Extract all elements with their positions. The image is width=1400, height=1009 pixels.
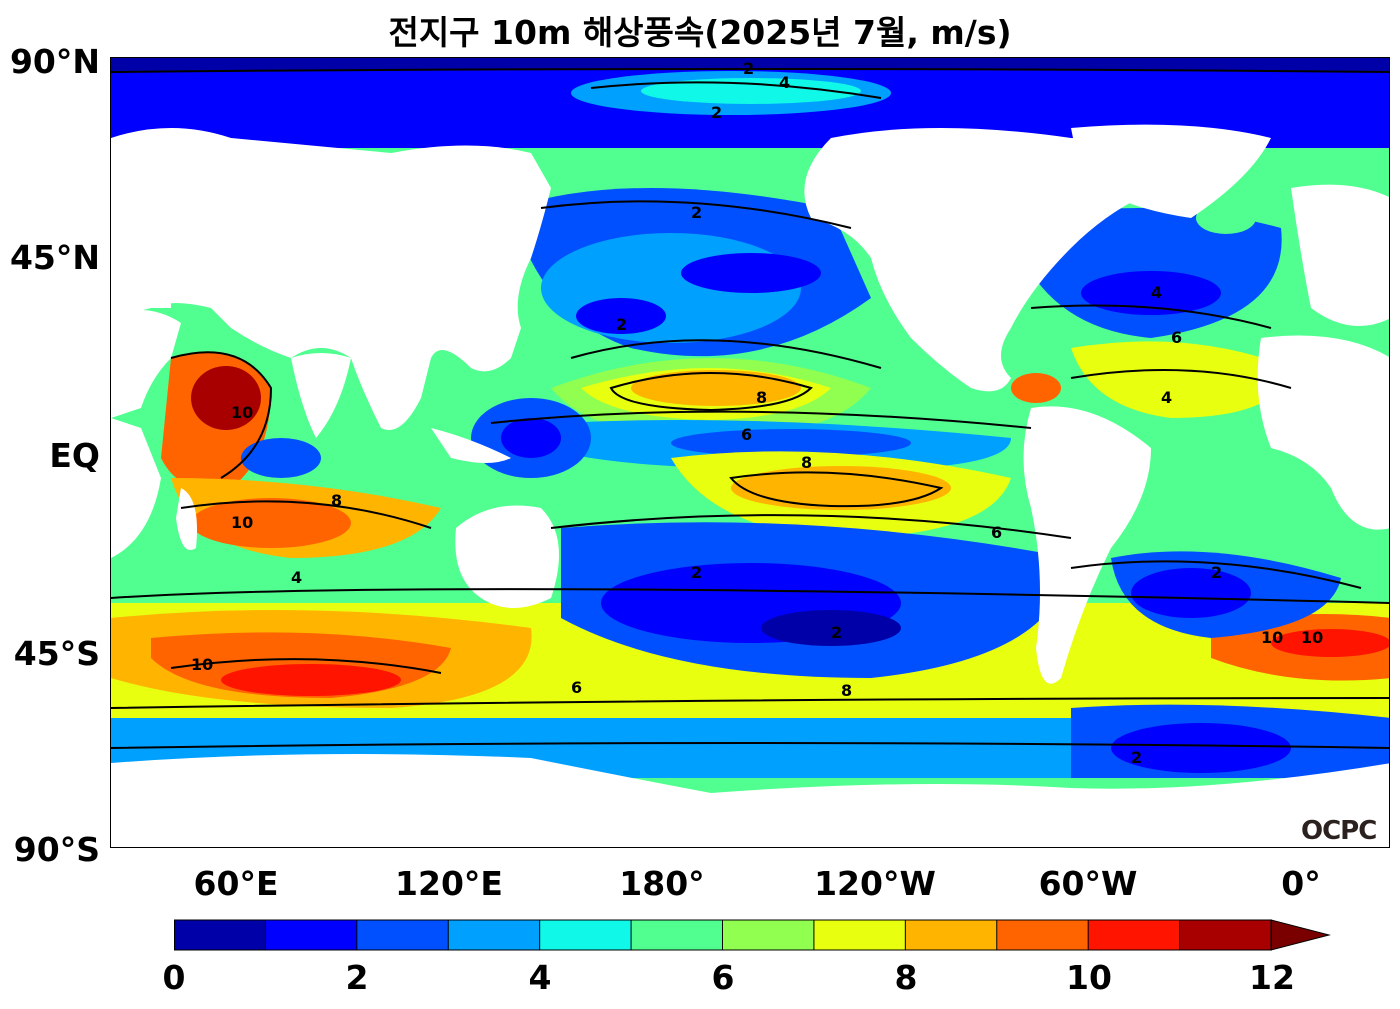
y-tick-90n: 90°N	[9, 42, 100, 81]
colorbar-tick-12: 12	[1249, 958, 1295, 997]
contour-label: 2	[743, 59, 754, 78]
colorbar-tick-0: 0	[162, 958, 186, 997]
contour-label: 6	[1171, 328, 1182, 347]
contour-label: 8	[841, 681, 852, 700]
colorbar-tick-6: 6	[711, 958, 735, 997]
x-tick-0: 0°	[1281, 864, 1321, 903]
y-tick-45n: 45°N	[9, 238, 100, 277]
colorbar-cell	[722, 920, 815, 950]
y-tick-90s: 90°S	[13, 830, 100, 869]
colorbar-tick-10: 10	[1066, 958, 1112, 997]
contour-label: 2	[1211, 563, 1222, 582]
colorbar-cell	[174, 920, 266, 950]
colorbar-cell	[813, 920, 906, 950]
contour-label: 4	[1161, 388, 1172, 407]
map-title: 전지구 10m 해상풍속(2025년 7월, m/s)	[388, 13, 1012, 52]
y-tick-45s: 45°S	[13, 634, 100, 673]
colorbar-cell	[356, 920, 449, 950]
x-tick-60e: 60°E	[193, 864, 279, 903]
contour-label: 10	[191, 655, 213, 674]
contour-label: 10	[1301, 628, 1323, 647]
colorbar-cell	[1179, 920, 1272, 950]
contour-label: 4	[1151, 283, 1162, 302]
contour-label: 4	[779, 73, 790, 92]
contour-label: 6	[741, 425, 752, 444]
contour-label: 2	[711, 103, 722, 122]
colorbar-cell	[1088, 920, 1181, 950]
contour-label: 8	[801, 453, 812, 472]
colorbar-cell	[905, 920, 998, 950]
contour-label: 2	[691, 563, 702, 582]
contour-label: 2	[616, 315, 627, 334]
contour-label: 10	[1261, 628, 1283, 647]
x-tick-60w: 60°W	[1038, 864, 1138, 903]
colorbar-tick-8: 8	[894, 958, 918, 997]
contour-label: 10	[231, 513, 253, 532]
colorbar	[174, 919, 1331, 951]
colorbar-cell	[448, 920, 541, 950]
colorbar-cell	[631, 920, 723, 950]
colorbar-cell	[996, 920, 1089, 950]
contour-label: 8	[331, 491, 342, 510]
x-tick-180: 180°	[619, 864, 705, 903]
contour-label: 2	[1131, 748, 1142, 767]
title-bar: 전지구 10m 해상풍속(2025년 7월, m/s)	[0, 0, 1400, 52]
contour-label: 8	[756, 388, 767, 407]
ocpc-logo: OCPC	[1301, 816, 1377, 846]
wind-speed-map: 2 4 2 2 2 8 6 8 6 2 2 6 8 10 10 10 8 10 …	[110, 57, 1390, 848]
y-tick-eq: EQ	[49, 436, 100, 475]
x-tick-120e: 120°E	[395, 864, 503, 903]
contour-label: 10	[231, 403, 253, 422]
contour-label: 2	[691, 203, 702, 222]
colorbar-cell	[265, 920, 358, 950]
colorbar-tick-4: 4	[528, 958, 552, 997]
contour-label: 6	[571, 678, 582, 697]
x-tick-120w: 120°W	[814, 864, 936, 903]
contour-label: 6	[991, 523, 1002, 542]
colorbar-cell	[539, 920, 632, 950]
contour-label: 2	[831, 623, 842, 642]
colorbar-tick-2: 2	[345, 958, 369, 997]
contour-label: 4	[291, 568, 302, 587]
